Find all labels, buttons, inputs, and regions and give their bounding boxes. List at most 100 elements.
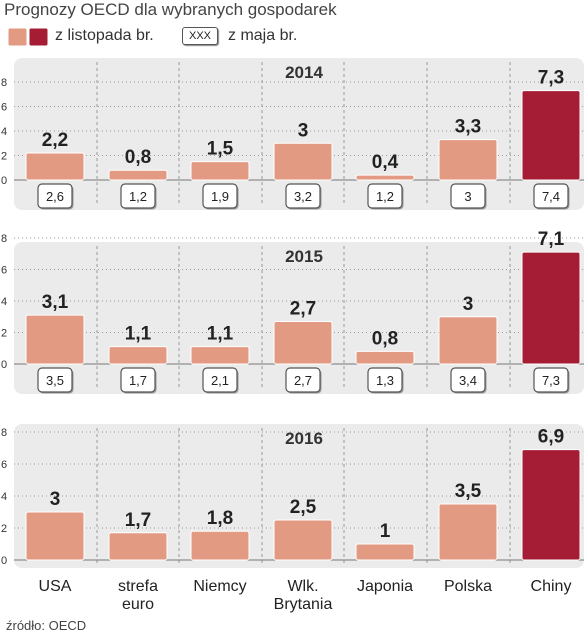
value-label-november: 0,8 (372, 328, 398, 349)
value-label-may: 1,7 (129, 373, 147, 388)
value-label-november: 1,5 (207, 139, 234, 160)
legend-item-november: z listopada br. (6, 27, 166, 47)
bar-november (355, 543, 415, 561)
y-tick-label: 8 (1, 427, 7, 439)
may-value-box (367, 367, 403, 393)
category-label-line: Wlk. (287, 578, 318, 595)
value-label-november: 3 (298, 120, 309, 141)
value-label-november: 2,7 (290, 298, 316, 319)
category-label: Japonia (357, 578, 413, 595)
may-value-box (285, 183, 321, 209)
value-label-november: 3,1 (42, 292, 69, 313)
category-label-line: Polska (444, 578, 492, 595)
value-label-november: 1,8 (207, 508, 233, 529)
panel-year-label: 2015 (285, 247, 323, 266)
legend-label-november: z listopada br. (55, 27, 154, 44)
bar-november (438, 316, 498, 365)
bar-november (273, 142, 333, 181)
chart-title: Prognozy OECD dla wybranych gospodarek (4, 0, 337, 19)
legend-label-may: z maja br. (228, 27, 298, 44)
y-tick-label: 0 (1, 555, 7, 567)
y-tick-label: 6 (1, 265, 7, 277)
value-label-november: 1,1 (125, 324, 152, 345)
value-label-november: 7,3 (538, 68, 564, 89)
bar-november (190, 530, 250, 561)
y-tick-label: 4 (1, 296, 7, 308)
may-value-box (450, 183, 486, 209)
bar-november (25, 511, 85, 561)
y-tick-label: 8 (1, 233, 7, 245)
bar-november (273, 320, 333, 365)
bar-november (190, 346, 250, 365)
may-value-box (533, 183, 569, 209)
may-value-box (367, 183, 403, 209)
legend-item-may: XXX z maja br. (180, 27, 320, 47)
value-label-november: 3 (463, 294, 474, 315)
y-tick-label: 0 (1, 175, 7, 187)
may-value-box (37, 367, 73, 393)
category-label-line: euro (122, 596, 154, 613)
category-label-line: Chiny (531, 578, 572, 595)
y-tick-label: 2 (1, 523, 7, 535)
legend-box-may: XXX (182, 27, 218, 45)
value-label-november: 1 (380, 521, 391, 542)
may-value-box (285, 367, 321, 393)
category-label-line: Niemcy (193, 578, 246, 595)
bar-november (108, 532, 168, 561)
bar-november (438, 139, 498, 181)
category-label-line: strefa (118, 578, 158, 595)
bar-november (521, 90, 581, 181)
value-label-may: 3,5 (46, 373, 64, 388)
bar-november (273, 519, 333, 561)
bar-november (355, 174, 415, 181)
may-value-box (202, 367, 238, 393)
category-label: Niemcy (193, 578, 246, 595)
value-label-may: 2,7 (294, 373, 312, 388)
value-label-may: 7,4 (542, 189, 560, 204)
y-tick-label: 4 (1, 126, 7, 138)
bar-november (521, 251, 581, 365)
category-label-line: USA (39, 578, 72, 595)
bar-november (190, 161, 250, 181)
value-label-november: 6,9 (538, 427, 564, 448)
may-value-box (120, 367, 156, 393)
bar-november (438, 503, 498, 561)
value-label-may: 1,2 (129, 189, 147, 204)
may-value-box (450, 367, 486, 393)
value-label-november: 2,5 (290, 497, 317, 518)
y-tick-label: 4 (1, 491, 7, 503)
value-label-november: 1,7 (125, 510, 151, 531)
value-label-november: 3,3 (455, 117, 481, 138)
value-label-may: 3,2 (294, 189, 312, 204)
value-label-november: 7,1 (538, 229, 565, 250)
category-label: Polska (444, 578, 492, 595)
legend-swatch-november (7, 27, 49, 47)
category-label: strefa euro (118, 578, 158, 613)
source-note: źródło: OECD (6, 618, 87, 633)
y-tick-label: 2 (1, 151, 7, 163)
category-label: USA (39, 578, 72, 595)
value-label-may: 7,3 (542, 373, 560, 388)
value-label-november: 3,5 (455, 481, 482, 502)
bar-november (25, 314, 85, 365)
bar-november (25, 152, 85, 181)
value-label-november: 1,1 (207, 324, 234, 345)
y-tick-label: 0 (1, 359, 7, 371)
bar-november (108, 169, 168, 181)
may-value-box (120, 183, 156, 209)
panel-year-label: 2016 (285, 429, 323, 448)
value-label-november: 0,8 (125, 147, 151, 168)
value-label-may: 1,2 (376, 189, 394, 204)
category-label-line: Japonia (357, 578, 413, 595)
value-label-may: 1,3 (376, 373, 394, 388)
bar-november (521, 449, 581, 561)
bar-november (108, 346, 168, 365)
category-label: Wlk. Brytania (274, 578, 333, 613)
may-value-box (37, 183, 73, 209)
value-label-may: 2,1 (211, 373, 229, 388)
may-value-box (533, 367, 569, 393)
y-tick-label: 6 (1, 102, 7, 114)
bar-november (355, 350, 415, 365)
panel-year-label: 2014 (285, 63, 323, 82)
y-tick-label: 2 (1, 328, 7, 340)
